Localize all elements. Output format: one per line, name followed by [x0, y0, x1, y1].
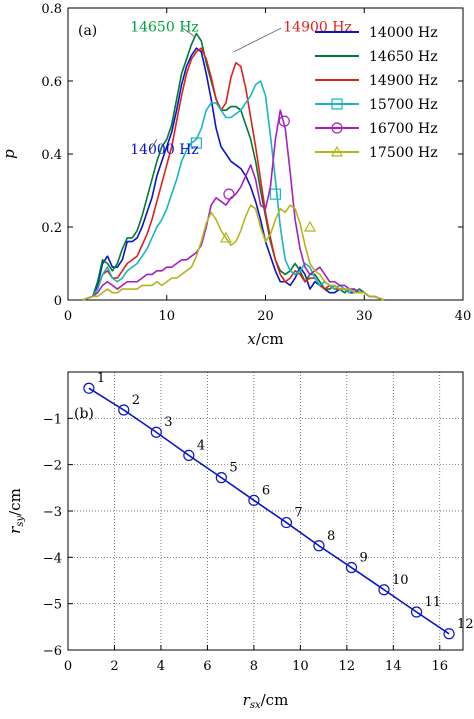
legend-a: 14000 Hz 14650 Hz 14900 Hz 15700 Hz 16700 Hz… — [315, 25, 438, 161]
y-tick-label-a: 0.4 — [41, 148, 62, 163]
y-tick-label-a: 0 — [54, 294, 62, 309]
annotation-label: 14900 Hz — [283, 20, 352, 36]
legend-label: 17500 Hz — [369, 145, 438, 161]
x-tick-label-a: 30 — [356, 309, 373, 324]
point-label: 6 — [262, 483, 270, 498]
y-axis-label-a: p — [0, 149, 18, 159]
data-marker — [219, 231, 233, 243]
x-tick-label-b: 16 — [431, 659, 448, 674]
x-tick-label-b: 10 — [292, 659, 309, 674]
series-line-14650-hz — [82, 32, 385, 301]
series-group-a — [82, 32, 385, 301]
x-axis-label-a: x/cm — [247, 330, 283, 348]
point-label: 12 — [457, 617, 474, 632]
annotations-a: 14650 Hz 14900 Hz 14000 Hz — [130, 20, 352, 158]
x-tick-label-b: 0 — [64, 659, 72, 674]
series-line-rs — [88, 387, 450, 635]
y-tick-label-b: −5 — [43, 598, 62, 613]
x-tick-label-b: 12 — [339, 659, 356, 674]
data-point — [280, 516, 293, 529]
data-point — [443, 628, 455, 640]
legend-label: 15700 Hz — [369, 97, 438, 113]
leader-line — [149, 139, 158, 151]
point-label: 9 — [359, 551, 367, 566]
grid-b — [67, 372, 463, 651]
legend-label: 16700 Hz — [369, 121, 438, 137]
axis-ticks-b: 0 2 4 6 8 10 12 14 16 −6 −5 −4 −3 −2 −1 — [43, 412, 448, 674]
y-axis-label-b: rsy/cm — [6, 488, 26, 534]
series-line-14000-hz — [82, 47, 385, 301]
annotation-label: 14650 Hz — [130, 20, 199, 36]
data-point — [410, 606, 423, 618]
data-point — [345, 561, 358, 574]
y-tick-label-a: 0.8 — [41, 2, 62, 17]
data-marker — [190, 137, 202, 149]
y-tick-label-a: 0.6 — [41, 75, 62, 90]
point-label: 11 — [425, 595, 442, 610]
y-tick-label-b: −4 — [43, 551, 62, 566]
panel-label-a: (a) — [78, 23, 97, 39]
point-label: 4 — [197, 438, 205, 453]
legend-marker — [330, 145, 344, 157]
point-label: 10 — [392, 573, 409, 588]
panel-label-b: (b) — [74, 406, 94, 422]
data-point — [83, 382, 95, 394]
series-line-16700-hz — [82, 109, 385, 301]
data-point — [313, 540, 325, 552]
leader-line — [182, 27, 196, 38]
x-tick-label-b: 6 — [203, 659, 211, 674]
point-label: 7 — [294, 506, 302, 521]
legend-marker — [331, 122, 343, 134]
point-label: 5 — [229, 461, 237, 476]
data-marker — [269, 188, 281, 200]
y-tick-label-b: −3 — [43, 505, 62, 520]
series-line-15700-hz — [82, 80, 385, 301]
point-label: 8 — [327, 529, 335, 544]
data-point — [118, 404, 130, 416]
x-axis-label-b: rsx/cm — [243, 691, 289, 711]
x-tick-label-b: 2 — [110, 659, 118, 674]
legend-label: 14000 Hz — [369, 25, 438, 41]
axis-ticks-a: 0 10 20 30 40 0 0.2 0.4 0.6 0.8 — [41, 2, 471, 324]
point-label: 2 — [132, 393, 140, 408]
y-tick-label-b: −6 — [43, 644, 62, 659]
legend-marker — [331, 98, 343, 110]
x-tick-label-a: 10 — [158, 309, 175, 324]
y-tick-label-b: −2 — [43, 459, 62, 474]
chart-panel-b: 0 2 4 6 8 10 12 14 16−6−5−4−3−2−1 12345678910111… — [6, 371, 474, 711]
y-tick-label-b: −1 — [43, 412, 62, 427]
x-tick-label-a: 40 — [455, 309, 472, 324]
x-tick-label-b: 8 — [250, 659, 258, 674]
data-point — [248, 494, 260, 506]
leader-line — [233, 27, 282, 53]
data-point — [183, 449, 195, 461]
series-line-14900-hz — [82, 47, 385, 301]
y-tick-label-a: 0.2 — [41, 221, 62, 236]
chart-panel-a: 0 10 20 30 4000.20.40.60.8 14650 Hz 14900 Hz1… — [0, 2, 471, 348]
legend-label: 14900 Hz — [369, 73, 438, 89]
point-label: 3 — [164, 415, 172, 430]
x-tick-label-a: 20 — [257, 309, 274, 324]
data-marker — [303, 220, 316, 232]
data-point — [150, 426, 162, 438]
point-label: 1 — [97, 371, 105, 386]
data-point — [215, 472, 227, 484]
legend-label: 14650 Hz — [369, 49, 438, 65]
data-marker — [278, 115, 290, 127]
data-point — [378, 584, 390, 596]
data-marker — [223, 188, 235, 200]
annotation-label: 14000 Hz — [130, 142, 199, 158]
series-line-17500-hz — [82, 204, 385, 301]
x-tick-label-b: 4 — [157, 659, 165, 674]
x-tick-label-b: 14 — [385, 659, 402, 674]
x-tick-label-a: 0 — [64, 309, 72, 324]
